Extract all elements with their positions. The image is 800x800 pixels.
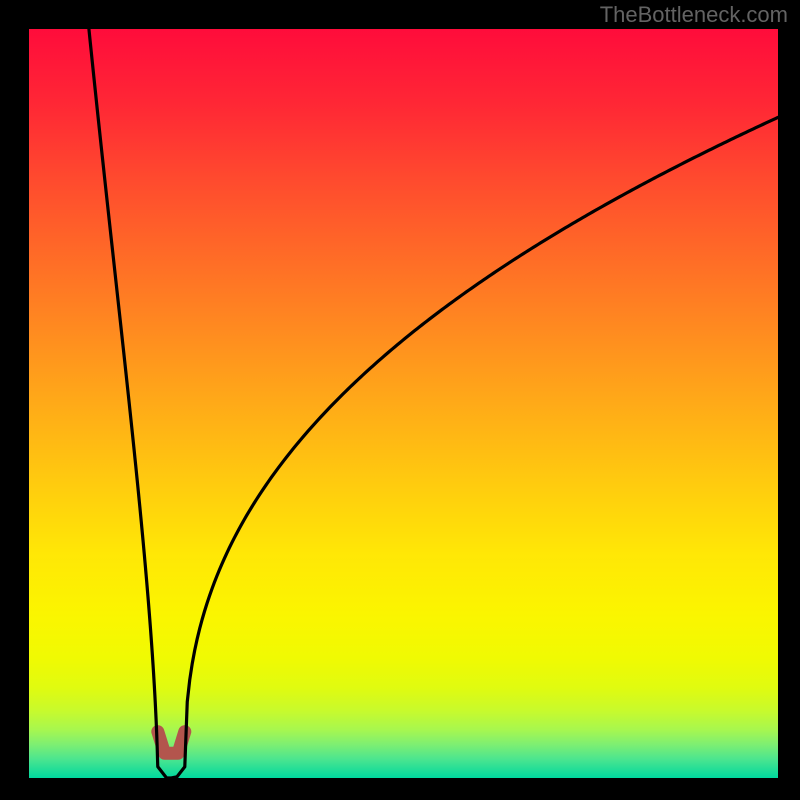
- watermark-text: TheBottleneck.com: [600, 2, 788, 28]
- bottleneck-plot: [0, 0, 800, 800]
- chart-stage: TheBottleneck.com: [0, 0, 800, 800]
- plot-background: [29, 29, 778, 778]
